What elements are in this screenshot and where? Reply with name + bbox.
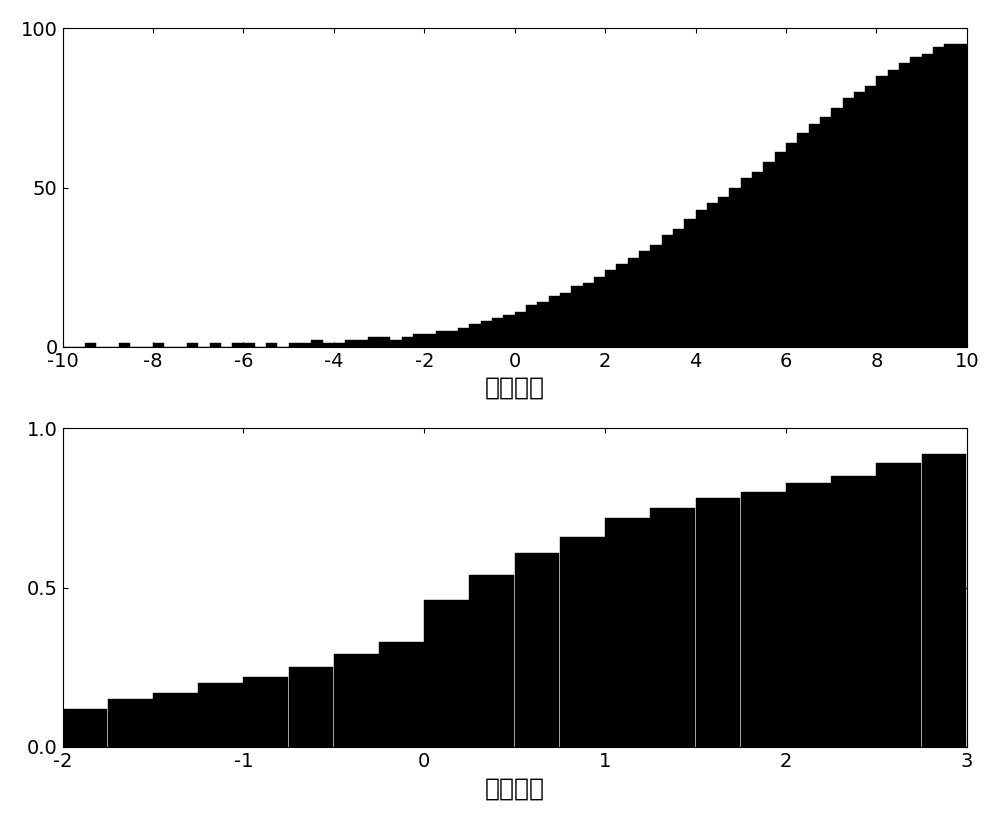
Bar <box>944 44 956 346</box>
Bar <box>933 48 944 346</box>
Bar <box>797 133 809 346</box>
Bar <box>843 99 854 346</box>
Bar <box>63 709 107 747</box>
Bar <box>289 343 300 346</box>
Bar <box>741 178 752 346</box>
Bar <box>243 677 288 747</box>
Bar <box>198 683 243 747</box>
Bar <box>922 454 966 747</box>
Bar <box>820 117 831 346</box>
X-axis label: 误差分布: 误差分布 <box>485 376 545 400</box>
Bar <box>718 197 729 346</box>
Bar <box>888 70 899 346</box>
Bar <box>628 258 639 346</box>
Bar <box>334 654 379 747</box>
Bar <box>605 270 616 346</box>
Bar <box>345 340 356 346</box>
Bar <box>583 283 594 346</box>
Bar <box>243 343 255 346</box>
Bar <box>424 334 436 346</box>
Bar <box>469 575 514 747</box>
Bar <box>786 483 831 747</box>
Bar <box>560 292 571 346</box>
Bar <box>696 498 740 747</box>
Bar <box>741 492 786 747</box>
Bar <box>831 108 843 346</box>
Bar <box>368 337 379 346</box>
Bar <box>481 321 492 346</box>
Bar <box>831 476 876 747</box>
Bar <box>922 54 933 346</box>
Bar <box>210 343 221 346</box>
Bar <box>549 296 560 346</box>
Bar <box>956 44 967 346</box>
Bar <box>515 553 559 747</box>
Bar <box>560 537 605 747</box>
Bar <box>334 343 345 346</box>
Bar <box>854 92 865 346</box>
Bar <box>650 245 662 346</box>
Bar <box>108 699 153 747</box>
Bar <box>526 305 537 346</box>
Bar <box>469 324 481 346</box>
Bar <box>436 331 447 346</box>
Bar <box>876 463 921 747</box>
Bar <box>662 236 673 346</box>
Bar <box>503 314 515 346</box>
Bar <box>707 204 718 346</box>
Bar <box>616 264 628 346</box>
Bar <box>537 302 549 346</box>
Bar <box>311 340 323 346</box>
Bar <box>492 318 503 346</box>
Bar <box>232 343 243 346</box>
Bar <box>571 287 583 346</box>
Bar <box>809 124 820 346</box>
Bar <box>323 343 334 346</box>
Bar <box>289 667 333 747</box>
Bar <box>424 600 469 747</box>
Bar <box>300 343 311 346</box>
Bar <box>402 337 413 346</box>
Bar <box>639 251 650 346</box>
Bar <box>379 642 424 747</box>
Bar <box>696 210 707 346</box>
Bar <box>775 153 786 346</box>
Bar <box>153 693 198 747</box>
Bar <box>876 76 888 346</box>
Bar <box>594 277 605 346</box>
Bar <box>763 162 775 346</box>
Bar <box>650 508 695 747</box>
Bar <box>458 328 469 346</box>
Bar <box>865 85 876 346</box>
Bar <box>356 340 368 346</box>
X-axis label: 累计误差: 累计误差 <box>485 776 545 800</box>
Bar <box>187 343 198 346</box>
Bar <box>515 312 526 346</box>
Bar <box>684 219 696 346</box>
Bar <box>447 331 458 346</box>
Bar <box>752 172 763 346</box>
Bar <box>119 343 130 346</box>
Bar <box>605 517 650 747</box>
Bar <box>729 187 741 346</box>
Bar <box>153 343 164 346</box>
Bar <box>413 334 424 346</box>
Bar <box>786 143 797 346</box>
Bar <box>85 343 96 346</box>
Bar <box>673 229 684 346</box>
Bar <box>910 57 922 346</box>
Bar <box>266 343 277 346</box>
Bar <box>899 63 910 346</box>
Bar <box>379 337 390 346</box>
Bar <box>390 340 402 346</box>
